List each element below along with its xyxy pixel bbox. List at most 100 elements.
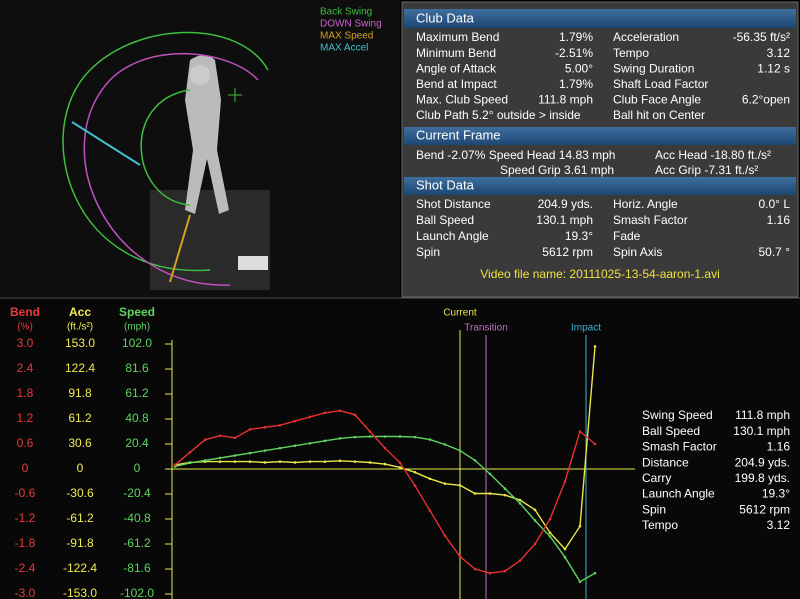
y-tick-label: 91.8 <box>68 386 92 400</box>
data-cell: -2.51% <box>555 46 593 60</box>
y-tick-label: 0.6 <box>17 436 34 450</box>
max-speed-line <box>169 214 191 283</box>
series-point <box>308 441 312 445</box>
series-point <box>413 435 417 439</box>
data-cell: 19.3° <box>565 229 593 243</box>
series-point <box>293 461 297 464</box>
series-point <box>248 428 252 431</box>
video-file: Video file name: 20111025-13-54-aaron-1.… <box>480 267 720 281</box>
series-point <box>593 571 597 575</box>
series-point <box>278 460 282 463</box>
legend-item: MAX Speed <box>320 31 373 42</box>
series-point <box>368 435 372 438</box>
series-point <box>533 542 537 546</box>
y-tick-label: -61.2 <box>123 536 151 550</box>
data-cell: 3.12 <box>767 46 791 60</box>
y-tick-label: 0 <box>22 461 29 475</box>
series-point <box>458 484 462 487</box>
stat-value: 1.16 <box>767 440 791 454</box>
data-cell: Bend at Impact <box>416 77 497 91</box>
data-cell: 50.7 ° <box>759 245 791 259</box>
series-point <box>458 555 462 558</box>
golfer <box>185 55 229 214</box>
axis-title: Bend <box>10 305 40 319</box>
y-tick-label: 122.4 <box>65 361 95 375</box>
stat-label: Ball Speed <box>642 424 700 438</box>
series-point <box>383 446 387 450</box>
series-point <box>593 442 597 446</box>
series-point <box>473 459 477 462</box>
stat-label: Tempo <box>642 518 678 532</box>
series-point <box>563 555 567 559</box>
axis-title: Speed <box>119 305 155 319</box>
y-tick-label: -30.6 <box>66 486 94 500</box>
data-cell: Ball Speed <box>416 213 474 227</box>
series-point <box>548 535 552 538</box>
y-tick-label: 102.0 <box>122 336 152 350</box>
series-point <box>323 411 327 415</box>
legend-item: DOWN Swing <box>320 19 382 30</box>
y-tick-label: -91.8 <box>66 536 94 550</box>
max-accel-line <box>71 121 141 166</box>
series-point <box>248 460 252 463</box>
data-panel <box>401 1 799 298</box>
series-point <box>518 502 522 505</box>
legend-item: MAX Accel <box>320 43 368 54</box>
golfer-head <box>190 65 210 85</box>
series-point <box>233 454 237 457</box>
y-tick-label: 20.4 <box>125 436 149 450</box>
stat-value: 204.9 yds. <box>735 455 790 469</box>
y-tick-label: -1.2 <box>15 511 36 525</box>
series-point <box>563 547 567 551</box>
series-point <box>563 480 567 483</box>
series-point <box>518 498 522 502</box>
stat-value: 5612 rpm <box>739 502 790 516</box>
stat-label: Spin <box>642 502 666 516</box>
axis-title: Acc <box>69 305 91 319</box>
data-cell: Maximum Bend <box>416 30 499 44</box>
section-title: Shot Data <box>416 177 475 192</box>
series-point <box>413 470 417 474</box>
y-tick-label: -122.4 <box>63 561 97 575</box>
data-cell: Spin Axis <box>613 245 662 259</box>
data-cell: Spin <box>416 245 440 259</box>
series-point <box>218 434 222 437</box>
data-cell: 204.9 yds. <box>538 197 593 211</box>
series-point <box>248 451 252 455</box>
data-cell: 111.8 mph <box>538 93 593 107</box>
y-tick-label: 0 <box>77 461 84 475</box>
series-point <box>473 492 477 495</box>
series-point <box>203 438 207 442</box>
data-cell: 1.12 s <box>757 61 790 75</box>
frame-text: Speed Grip 3.61 mph <box>500 163 614 177</box>
data-cell: Tempo <box>613 46 649 60</box>
y-tick-label: 61.2 <box>68 411 92 425</box>
chart-panel <box>0 298 800 599</box>
y-tick-label: 30.6 <box>68 436 92 450</box>
y-tick-label: 0 <box>134 461 141 475</box>
y-tick-label: 81.6 <box>125 361 149 375</box>
y-tick-label: -40.8 <box>123 511 151 525</box>
series-point <box>593 345 597 348</box>
stat-label: Carry <box>642 471 671 485</box>
series-point <box>353 435 357 439</box>
series-point <box>488 492 492 495</box>
series-point <box>578 580 582 584</box>
y-tick-label: 61.2 <box>125 386 149 400</box>
data-cell: 0.0° L <box>759 197 791 211</box>
data-cell: Fade <box>613 229 641 243</box>
data-cell: Smash Factor <box>613 213 688 227</box>
series-point <box>488 472 492 476</box>
series-point <box>368 430 372 433</box>
data-cell: Shaft Load Factor <box>613 77 708 91</box>
series-point <box>398 466 402 469</box>
series-point <box>518 559 522 562</box>
series-point <box>443 482 447 486</box>
y-tick-label: 40.8 <box>125 411 149 425</box>
section-title: Current Frame <box>416 127 501 142</box>
data-cell: 5612 rpm <box>542 245 593 259</box>
data-cell: Horiz. Angle <box>613 197 678 211</box>
frame-text: Acc Head -18.80 ft./s² <box>655 148 771 162</box>
y-tick-label: -102.0 <box>120 586 154 599</box>
